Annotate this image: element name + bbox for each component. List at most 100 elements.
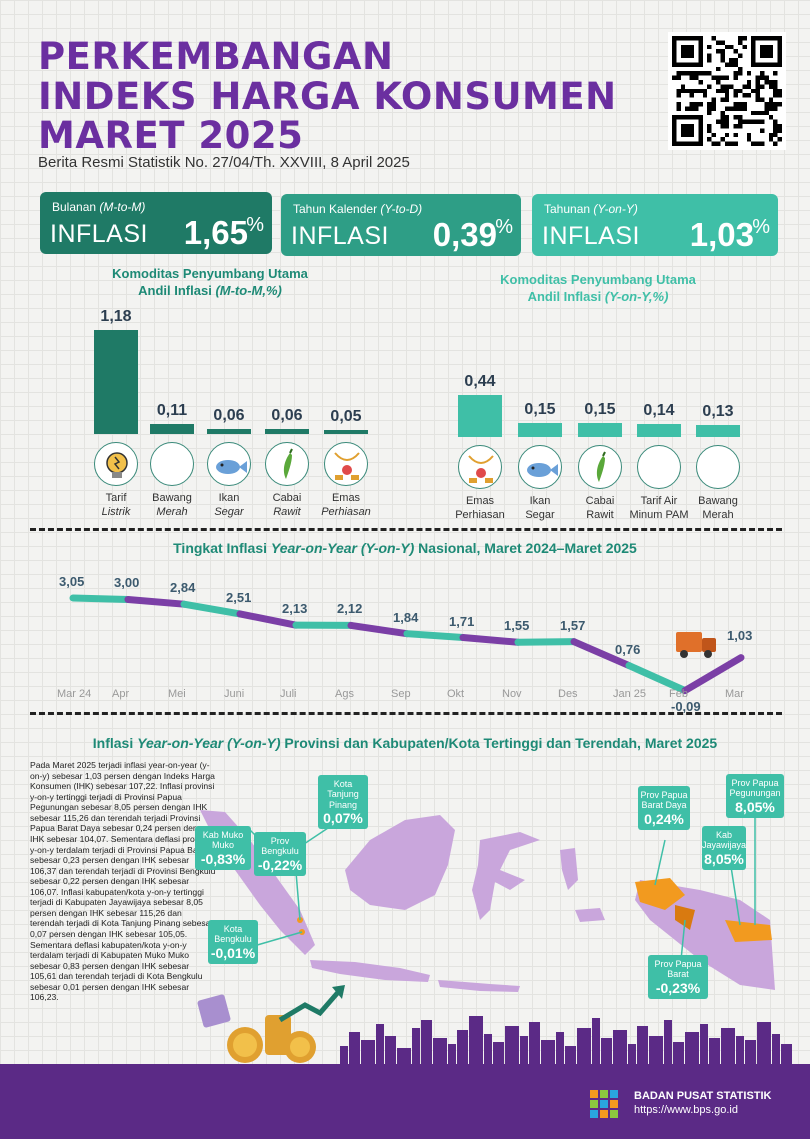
jewelry-icon <box>458 445 502 489</box>
line-segment <box>459 634 522 646</box>
line-segment <box>180 600 244 618</box>
title-line-2: INDEKS HARGA KONSUMEN <box>38 75 617 118</box>
city-skyline <box>340 1016 792 1066</box>
bar-yoy-3 <box>578 422 622 437</box>
line-segment <box>625 662 689 695</box>
line-segment <box>514 638 578 646</box>
line-value-label: 1,55 <box>504 618 530 634</box>
inflation-box-2: Tahun Kalender (Y-to-D) INFLASI 0,39% <box>281 194 521 256</box>
line-segment <box>570 638 633 670</box>
separator-1 <box>30 528 782 531</box>
inflation-box-label: Tahunan (Y-on-Y) <box>544 202 638 216</box>
line-x-tick: Juni <box>224 688 245 700</box>
bar-category-label: Emas Perhiasan <box>321 492 371 518</box>
line-value-label: 3,00 <box>114 575 140 591</box>
line-x-tick: Apr <box>112 688 130 700</box>
title-line-3: MARET 2025 <box>38 114 304 157</box>
bar-value-label: 0,44 <box>464 373 496 390</box>
line-segment <box>124 595 188 608</box>
inflation-box-1: Bulanan (M-to-M) INFLASI 1,65% <box>40 192 272 254</box>
province-callout: Prov Papua Barat Daya 0,24% <box>638 786 690 830</box>
inflation-box-3: Tahunan (Y-on-Y) INFLASI 1,03% <box>532 194 778 256</box>
province-title: Inflasi Year-on-Year (Y-on-Y) Provinsi d… <box>92 735 718 751</box>
bar-value-label: 0,06 <box>271 406 303 424</box>
chili-icon <box>578 445 622 489</box>
province-callout: Kota Bengkulu -0,01% <box>208 920 258 964</box>
line-x-tick: Ags <box>335 688 354 700</box>
bar-mtm-1 <box>94 330 138 434</box>
lightbulb-icon <box>94 442 138 486</box>
footer <box>0 1064 810 1139</box>
bar-mtm-2 <box>150 424 194 434</box>
bar-value-label: 0,13 <box>702 402 734 420</box>
province-callout: Kab Muko Muko -0,83% <box>195 826 251 870</box>
line-value-label: 2,12 <box>337 601 363 617</box>
province-callout: Kota Tanjung Pinang 0,07% <box>318 775 368 830</box>
fish-icon <box>207 442 251 486</box>
province-callout: Prov Papua Pegunungan 8,05% <box>726 774 784 818</box>
qr-code-icon[interactable] <box>668 32 786 150</box>
line-value-label: -0,09 <box>671 698 701 714</box>
bar-category-label: Tarif Listrik <box>101 492 131 518</box>
water-icon <box>637 445 681 489</box>
bar-chart-yoy-title: Komoditas Penyumbang Utama Andil Inflasi… <box>448 272 748 306</box>
line-x-tick: Mar 24 <box>57 688 92 700</box>
bar-value-label: 0,15 <box>584 400 616 418</box>
line-x-tick: Sep <box>391 688 411 700</box>
line-value-label: 2,13 <box>282 601 308 617</box>
bar-chart-mtm-title-line1: Komoditas Penyumbang Utama <box>112 266 308 281</box>
inflation-box-unit: % <box>246 214 264 236</box>
line-x-tick: Okt <box>447 688 465 700</box>
inflation-box-keyword: INFLASI <box>291 222 389 250</box>
separator-2 <box>30 712 782 715</box>
line-value-label: 1,57 <box>560 617 586 633</box>
subtitle: Berita Resmi Statistik No. 27/04/Th. XXV… <box>38 154 410 171</box>
bar-value-label: 0,14 <box>643 401 675 419</box>
title-line-1: PERKEMBANGAN <box>38 35 394 78</box>
truck-icon <box>676 632 716 658</box>
jewelry-icon <box>324 442 368 486</box>
chili-icon <box>265 442 309 486</box>
bar-category-label: Tarif Air Minum PAM <box>629 495 689 521</box>
line-segment <box>236 610 300 629</box>
line-x-tick: Jan 25 <box>613 688 647 700</box>
line-x-tick: Mei <box>168 688 186 700</box>
bps-org-name: BADAN PUSAT STATISTIK <box>634 1090 772 1102</box>
bar-category-label: Emas Perhiasan <box>455 495 505 521</box>
bps-url-link[interactable]: https://www.bps.go.id <box>634 1104 738 1116</box>
line-x-tick: Feb <box>669 688 688 700</box>
line-segment <box>69 594 132 603</box>
bar-category-label: Cabai Rawit <box>272 492 302 518</box>
line-value-label: 3,05 <box>59 574 85 589</box>
line-x-tick: Juli <box>280 688 297 700</box>
bar-category-label: Bawang Merah <box>152 492 192 518</box>
inflation-box-keyword: INFLASI <box>542 222 640 250</box>
province-paragraph: Pada Maret 2025 terjadi inflasi year-on-… <box>30 760 216 1003</box>
line-x-tick: Des <box>558 688 578 700</box>
line-chart <box>69 594 745 695</box>
bar-value-label: 0,06 <box>213 406 245 424</box>
bar-value-label: 1,18 <box>100 308 132 325</box>
line-value-label: 2,84 <box>170 580 196 596</box>
province-callout: Kab Jayawijaya 8,05% <box>702 826 746 870</box>
province-callout: Prov Bengkulu -0,22% <box>254 832 306 876</box>
line-value-label: 2,51 <box>226 589 252 605</box>
line-x-tick: Nov <box>502 688 522 700</box>
bar-value-label: 0,05 <box>330 407 362 425</box>
bar-mtm-5 <box>324 429 368 434</box>
bar-yoy-1 <box>458 395 502 437</box>
bar-yoy-2 <box>518 422 562 437</box>
line-value-label: 1,84 <box>393 609 419 625</box>
line-value-label: 1,03 <box>727 627 753 643</box>
inflation-box-label: Tahun Kalender (Y-to-D) <box>293 202 423 216</box>
bar-category-label: Ikan Segar <box>214 492 244 518</box>
line-chart-title: Tingkat Inflasi Year-on-Year (Y-on-Y) Na… <box>173 540 637 556</box>
bar-chart-mtm-title: Komoditas Penyumbang Utama Andil Inflasi… <box>60 266 360 300</box>
inflation-box-value: 1,65 <box>183 214 248 251</box>
inflation-box-unit: % <box>752 216 770 238</box>
bar-chart-yoy-title-line1: Komoditas Penyumbang Utama <box>500 272 696 287</box>
line-value-label: 1,71 <box>449 613 475 629</box>
onion-icon <box>696 445 740 489</box>
province-callout: Prov Papua Barat -0,23% <box>648 955 708 999</box>
line-segment <box>403 630 467 642</box>
